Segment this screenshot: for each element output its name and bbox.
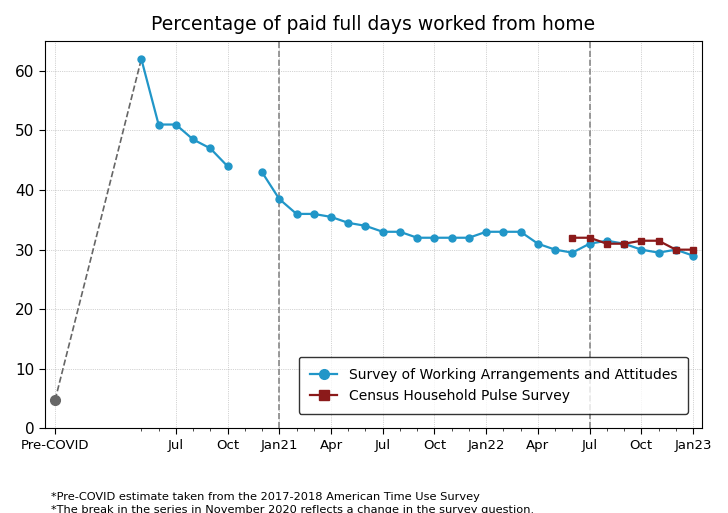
Text: *Pre-COVID estimate taken from the 2017-2018 American Time Use Survey: *Pre-COVID estimate taken from the 2017-… (51, 492, 480, 502)
Title: Percentage of paid full days worked from home: Percentage of paid full days worked from… (151, 15, 596, 34)
Text: *The break in the series in November 2020 reflects a change in the survey questi: *The break in the series in November 202… (51, 505, 534, 513)
Legend: Survey of Working Arrangements and Attitudes, Census Household Pulse Survey: Survey of Working Arrangements and Attit… (298, 357, 688, 413)
